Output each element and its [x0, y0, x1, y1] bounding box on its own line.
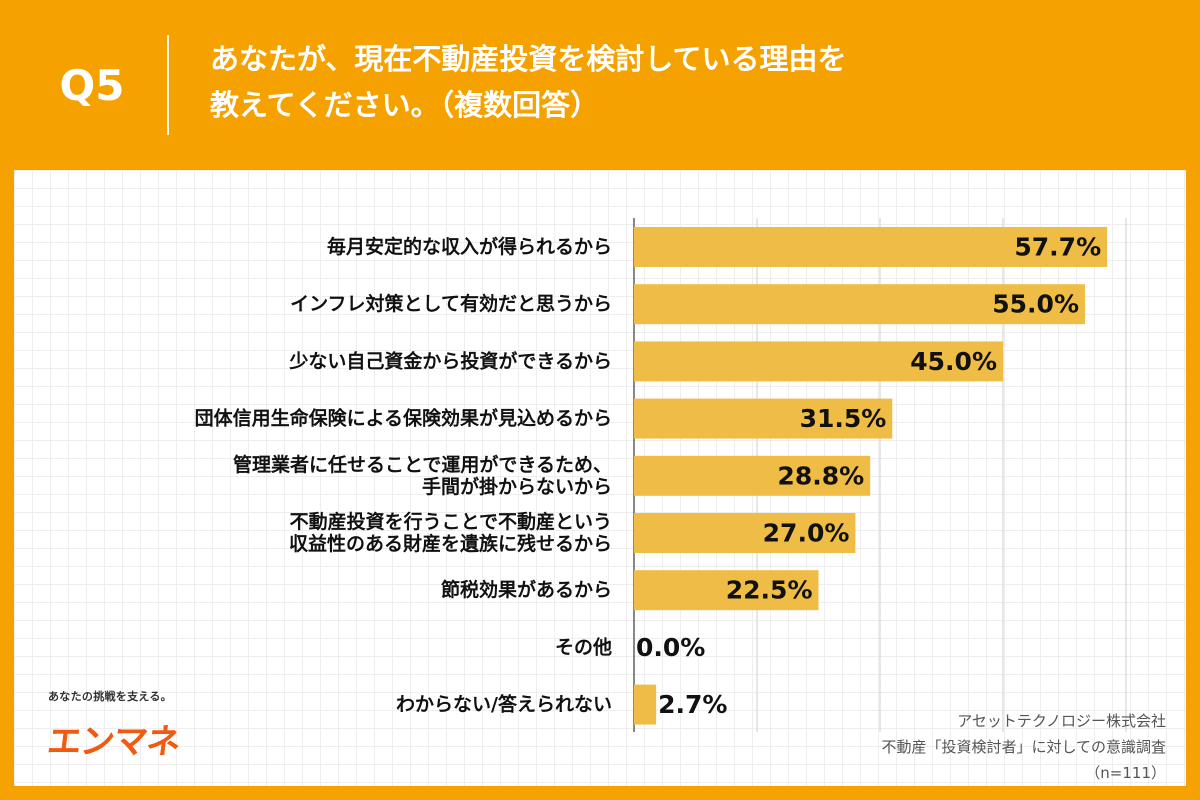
- source-company: アセットテクノロジー株式会社: [957, 712, 1166, 730]
- data-label: 27.0%: [763, 519, 850, 548]
- data-label: 2.7%: [658, 690, 727, 719]
- bar-chart: 毎月安定的な収入が得られるから 57.7% インフレ対策として有効だと思うから 55.…: [195, 218, 1127, 732]
- data-label: 45.0%: [910, 347, 997, 376]
- category-label: 不動産投資を行うことで不動産という: [290, 510, 612, 533]
- bar: [634, 227, 1108, 267]
- bar: [634, 684, 657, 725]
- bar: [634, 513, 856, 553]
- data-label: 22.5%: [726, 576, 813, 605]
- data-label: 31.5%: [800, 404, 887, 433]
- category-label: 少ない自己資金から投資ができるから: [288, 349, 612, 372]
- question-title: あなたが、現在不動産投資を検討している理由を 教えてください。（複数回答）: [210, 36, 1150, 128]
- header-divider: [167, 35, 169, 135]
- category-label: 収益性のある財産を遺族に残せるから: [289, 532, 612, 555]
- brand-block: あなたの挑戦を支える。 エンマネ: [45, 688, 248, 768]
- brand-logo: エンマネ: [45, 722, 183, 762]
- data-label: 0.0%: [636, 633, 705, 662]
- question-title-line-2: 教えてください。（複数回答）: [210, 88, 600, 122]
- data-label: 55.0%: [992, 290, 1079, 319]
- data-label: 28.8%: [777, 461, 864, 490]
- category-label: 手間が掛からないから: [422, 475, 612, 498]
- category-label: 団体信用生命保険による保険効果が見込めるから: [195, 407, 612, 430]
- bar: [634, 284, 1085, 325]
- question-number: Q5: [59, 61, 125, 110]
- brand-tagline: あなたの挑戦を支える。: [48, 690, 172, 703]
- category-label: 毎月安定的な収入が得られるから: [327, 235, 612, 258]
- source-note: アセットテクノロジー株式会社 不動産「投資検討者」に対しての意識調査 （n=11…: [881, 708, 1166, 786]
- source-sample-size: （n=111）: [1085, 764, 1166, 782]
- category-label: わからない/答えられない: [396, 693, 612, 716]
- question-title-line-1: あなたが、現在不動産投資を検討している理由を: [210, 42, 847, 76]
- question-header: Q5 あなたが、現在不動産投資を検討している理由を 教えてください。（複数回答）: [0, 0, 1200, 170]
- category-label: 管理業者に任せることで運用ができるため、: [233, 453, 612, 476]
- bar: [634, 570, 819, 611]
- data-label: 57.7%: [1014, 233, 1101, 262]
- bar: [634, 455, 871, 496]
- category-label: インフレ対策として有効だと思うから: [290, 292, 612, 315]
- category-label: その他: [555, 635, 612, 658]
- chart-panel: 毎月安定的な収入が得られるから 57.7% インフレ対策として有効だと思うから 55.…: [14, 170, 1186, 786]
- bar: [634, 398, 893, 439]
- bar: [634, 341, 1003, 382]
- category-label: 節税効果があるから: [441, 578, 612, 601]
- source-survey: 不動産「投資検討者」に対しての意識調査: [881, 738, 1166, 756]
